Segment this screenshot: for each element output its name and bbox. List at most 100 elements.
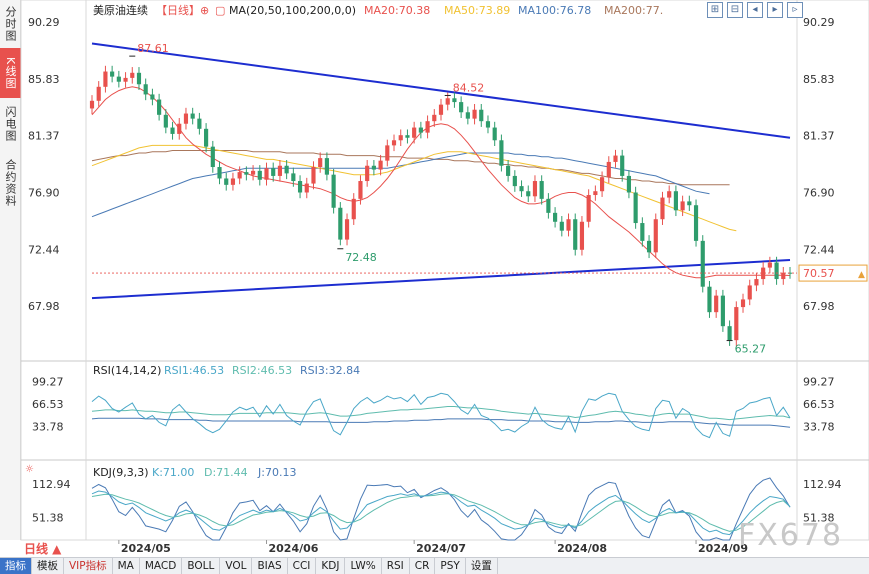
sidebar-tab-0[interactable]: 分时图 (4, 6, 17, 42)
candle-body (532, 181, 538, 197)
candle-body (707, 286, 712, 313)
candle-body (700, 240, 705, 287)
candle-body (620, 155, 625, 176)
candle-body (653, 219, 658, 253)
price-tick-left: 90.29 (28, 16, 60, 29)
indicator-tab-14[interactable]: 设置 (466, 558, 498, 574)
kdj-value: D:71.44 (204, 466, 248, 479)
indicator-tab-11[interactable]: RSI (382, 558, 410, 574)
candle-body (693, 205, 699, 241)
candle-body (734, 307, 739, 341)
candle-body (553, 212, 558, 222)
sidebar-tab-1[interactable]: K线图 (0, 48, 21, 98)
indicator-tab-7[interactable]: BIAS (252, 558, 288, 574)
scroll-right-icon[interactable]: ▹ (787, 2, 803, 18)
indicator-tab-8[interactable]: CCI (288, 558, 317, 574)
candle-body (163, 114, 168, 128)
candle-body (640, 223, 645, 241)
indicator-tab-9[interactable]: KDJ (316, 558, 346, 574)
candle-body (539, 181, 544, 199)
candle-body (338, 207, 343, 240)
candle-body (720, 295, 725, 327)
price-marker-icon: ▲ (858, 270, 865, 280)
candle-body (761, 267, 766, 280)
candle-body (277, 165, 283, 176)
candle-body (566, 219, 571, 231)
candle-body (432, 114, 437, 122)
period-button[interactable]: 日线 ▲ (24, 542, 62, 556)
kdj-value: J:70.13 (257, 466, 296, 479)
time-label: 2024/06 (269, 542, 319, 555)
rsi-value: RSI1:46.53 (164, 364, 224, 377)
extreme-label: 65.27 (735, 343, 767, 356)
add-icon: ⊕ (200, 4, 209, 17)
candle-body (452, 98, 457, 103)
watermark: FX678 (738, 518, 844, 553)
indicator-tab-5[interactable]: BOLL (182, 558, 221, 574)
candle-body (633, 192, 638, 224)
candle-body (774, 262, 779, 280)
ma-value: MA20:70.38 (364, 4, 430, 17)
trendline-0 (91, 42, 791, 139)
rsi-tick-right: 33.78 (803, 421, 835, 434)
candle-body (183, 113, 189, 124)
candle-body (586, 195, 591, 222)
time-label: 2024/08 (557, 542, 607, 555)
ma-expand-icon: ▢ (215, 4, 225, 17)
indicator-tab-1[interactable]: 模板 (32, 558, 64, 574)
sidebar-tab-2[interactable]: 闪电图 (4, 106, 17, 142)
indicator-tab-4[interactable]: MACD (140, 558, 183, 574)
candle-body (593, 191, 598, 196)
candle-body (331, 174, 336, 208)
pan-right-icon[interactable]: ▸ (767, 2, 783, 18)
candle-body (492, 127, 497, 141)
current-price-label: 70.57 (803, 267, 835, 280)
candle-body (391, 140, 397, 146)
candle-body (123, 77, 128, 82)
rsi1-line (91, 392, 791, 439)
candle-body (170, 127, 175, 134)
candle-body (599, 177, 605, 192)
candle-body (304, 183, 309, 193)
candle-body (143, 84, 148, 95)
candle-body (378, 160, 383, 170)
kdj-tick-right: 51.38 (803, 511, 835, 524)
candle-body (351, 198, 356, 220)
pan-left-icon[interactable]: ◂ (747, 2, 763, 18)
indicator-tab-10[interactable]: LW% (345, 558, 382, 574)
price-tick-right: 67.98 (803, 300, 835, 313)
indicator-tab-0[interactable]: 指标 (0, 558, 32, 574)
kdj-title: KDJ(9,3,3) (93, 466, 149, 479)
candle-body (573, 219, 578, 250)
candle-body (727, 326, 732, 341)
indicator-tab-2[interactable]: VIP指标 (64, 558, 113, 574)
sidebar-tab-3[interactable]: 合约资料 (4, 159, 17, 207)
kdj-value: K:71.00 (152, 466, 194, 479)
candle-body (291, 173, 296, 182)
kdj-d-line (91, 493, 791, 532)
candle-body (479, 109, 484, 122)
indicator-tab-3[interactable]: MA (113, 558, 140, 574)
candle-body (579, 221, 585, 250)
candle-body (499, 140, 504, 166)
zoom-out-icon[interactable]: ⊟ (727, 2, 743, 18)
price-tick-right: 85.83 (803, 73, 835, 86)
zoom-in-icon[interactable]: ⊞ (707, 2, 723, 18)
candle-body (526, 191, 531, 197)
rsi2-line (91, 406, 791, 421)
ma-params: MA(20,50,100,200,0,0) (229, 4, 356, 17)
candle-body (224, 178, 229, 185)
indicator-tab-6[interactable]: VOL (220, 558, 253, 574)
candle-body (438, 104, 444, 115)
candle-body (613, 155, 618, 162)
candle-body (89, 100, 95, 109)
candle-body (197, 118, 202, 129)
indicator-tab-12[interactable]: CR (410, 558, 436, 574)
kdj-tick-left: 51.38 (32, 511, 64, 524)
candle-body (546, 198, 551, 213)
price-tick-right: 72.44 (803, 243, 835, 256)
symbol-title: 美原油连续 (93, 3, 148, 17)
ma-value: MA50:73.89 (444, 4, 510, 17)
chart-mode-sidebar: 分时图 K线图闪电图合约资料 (0, 0, 21, 540)
indicator-tab-13[interactable]: PSY (435, 558, 466, 574)
